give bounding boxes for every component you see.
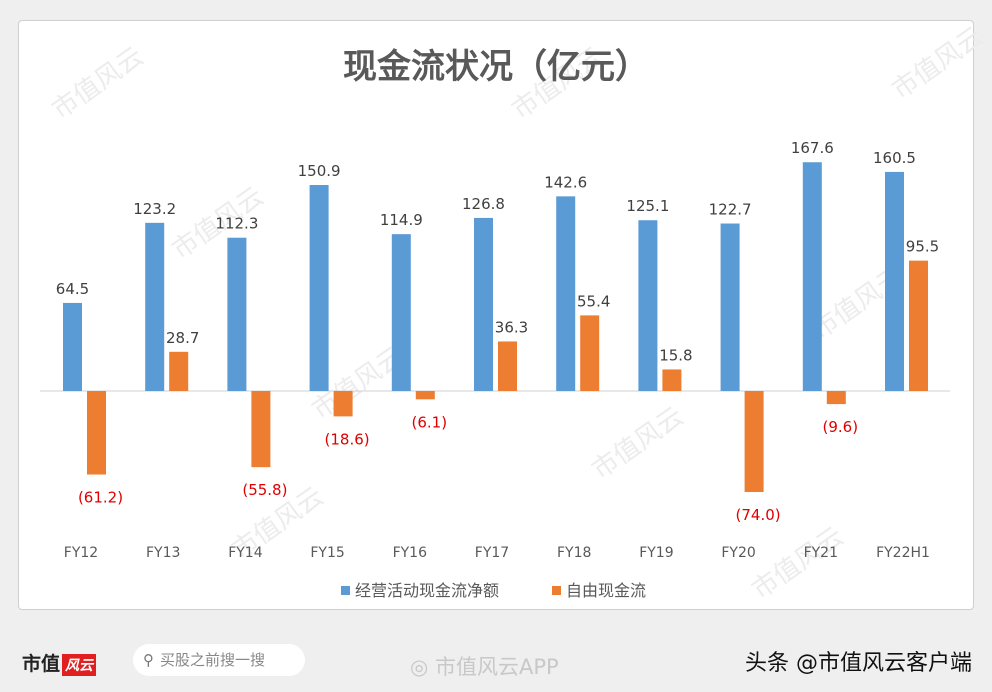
bar-operating-FY19 — [638, 220, 658, 391]
data-label: 36.3 — [495, 318, 528, 336]
data-label: (55.8) — [242, 481, 287, 499]
search-box[interactable]: ⚲ 买股之前搜一搜 — [133, 644, 305, 676]
data-label: 126.8 — [462, 195, 505, 213]
bar-operating-FY20 — [720, 223, 740, 391]
x-tick-label: FY13 — [146, 545, 180, 561]
bar-operating-FY14 — [227, 237, 247, 391]
bar-operating-FY16 — [391, 234, 411, 391]
data-label: 64.5 — [56, 280, 89, 298]
x-tick-label: FY15 — [310, 545, 344, 561]
bar-free-FY14 — [251, 391, 271, 468]
legend-swatch — [341, 586, 350, 595]
bar-operating-FY12 — [63, 302, 82, 391]
weibo-icon: ◎ — [410, 655, 429, 679]
x-tick-label: FY14 — [228, 545, 263, 561]
bar-free-FY21 — [826, 391, 846, 405]
bar-operating-FY21 — [802, 162, 822, 391]
bar-operating-FY22H1 — [885, 171, 904, 391]
data-label: (74.0) — [736, 506, 781, 524]
bar-free-FY22H1 — [909, 260, 928, 391]
x-tick-label: FY21 — [804, 545, 838, 561]
search-placeholder: 买股之前搜一搜 — [160, 651, 266, 669]
weibo-watermark: ◎ 市值风云APP — [410, 651, 559, 681]
data-label: 150.9 — [298, 162, 341, 180]
watermark: 市值风云 — [747, 521, 849, 605]
legend-label: 经营活动现金流净额 — [355, 581, 499, 600]
bar-operating-FY17 — [474, 217, 493, 391]
legend-label: 自由现金流 — [566, 581, 646, 600]
x-tick-label: FY18 — [557, 545, 591, 561]
data-label: 15.8 — [659, 346, 692, 364]
brand-logo: 市值 风云 — [22, 649, 97, 676]
weibo-text: 市值风云APP — [435, 655, 559, 679]
bar-free-FY16 — [415, 391, 435, 400]
watermark: 市值风云 — [47, 41, 149, 125]
chart-title: 现金流状况（亿元） — [343, 47, 649, 87]
data-label: (6.1) — [412, 413, 448, 431]
data-label: 95.5 — [906, 238, 939, 256]
logo-text: 市值 — [22, 653, 61, 675]
data-label: 55.4 — [577, 292, 610, 310]
bar-free-FY20 — [744, 391, 764, 493]
bar-operating-FY13 — [145, 222, 165, 391]
bar-operating-FY18 — [556, 196, 576, 391]
bar-free-FY18 — [580, 315, 600, 391]
x-tick-label: FY16 — [393, 545, 428, 561]
bar-operating-FY15 — [309, 185, 329, 391]
data-label: (61.2) — [78, 489, 123, 507]
toutiao-handle: 头条 @市值风云客户端 — [745, 651, 972, 676]
watermark: 市值风云 — [887, 21, 989, 105]
watermark: 市值风云 — [587, 401, 689, 485]
data-label: 167.6 — [791, 139, 834, 157]
data-label: (9.6) — [823, 418, 859, 436]
search-icon: ⚲ — [143, 651, 154, 669]
x-tick-label: FY12 — [64, 545, 98, 561]
data-label: 125.1 — [626, 197, 669, 215]
bar-free-FY15 — [333, 391, 353, 417]
bar-free-FY17 — [498, 341, 517, 391]
x-tick-label: FY17 — [475, 545, 509, 561]
data-label: 114.9 — [380, 211, 423, 229]
x-tick-label: FY20 — [721, 545, 755, 561]
data-label: 123.2 — [133, 200, 176, 218]
data-label: (18.6) — [325, 430, 370, 448]
x-tick-label: FY22H1 — [876, 545, 930, 561]
data-label: 160.5 — [873, 149, 916, 167]
data-label: 122.7 — [709, 201, 752, 219]
logo-badge: 风云 — [62, 654, 97, 676]
bar-free-FY19 — [662, 369, 682, 391]
data-label: 142.6 — [544, 173, 587, 191]
bar-free-FY13 — [169, 351, 189, 391]
data-label: 28.7 — [166, 329, 199, 347]
data-label: 112.3 — [215, 215, 258, 233]
bar-free-FY12 — [87, 391, 106, 475]
legend-swatch — [552, 586, 561, 595]
x-tick-label: FY19 — [639, 545, 673, 561]
